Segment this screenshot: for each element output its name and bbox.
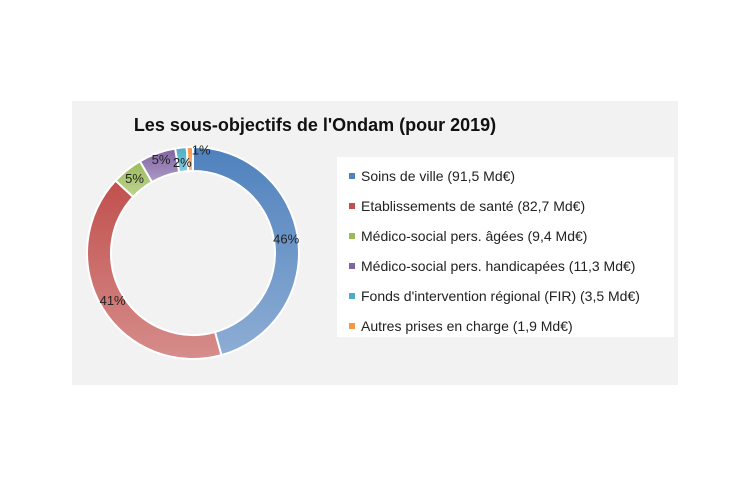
- legend-item: Soins de ville (91,5 Md€): [349, 166, 515, 186]
- slice-data-label-0: 46%: [273, 232, 299, 247]
- slice-data-label-1: 41%: [100, 293, 126, 308]
- legend-label: Autres prises en charge (1,9 Md€): [361, 318, 573, 334]
- donut-slice-0: [192, 145, 300, 357]
- chart-title: Les sous-objectifs de l'Ondam (pour 2019…: [133, 115, 497, 135]
- chart-panel: Les sous-objectifs de l'Ondam (pour 2019…: [72, 101, 678, 385]
- legend-swatch: [349, 323, 355, 329]
- legend-item: Autres prises en charge (1,9 Md€): [349, 316, 573, 336]
- legend-item: Fonds d'intervention régional (FIR) (3,5…: [349, 286, 640, 306]
- slice-data-label-2: 5%: [125, 171, 144, 186]
- legend-swatch: [349, 293, 355, 299]
- slice-data-label-4: 2%: [173, 155, 192, 170]
- donut-chart: 46%41%5%5% 2%1%: [86, 142, 300, 360]
- legend-item: Etablissements de santé (82,7 Md€): [349, 196, 585, 216]
- donut-slice-5: [185, 145, 194, 173]
- legend-item: Médico-social pers. âgées (9,4 Md€): [349, 226, 587, 246]
- slice-data-label-3: 5%: [152, 152, 171, 167]
- legend-item: Médico-social pers. handicapées (11,3 Md…: [349, 256, 635, 276]
- legend-label: Fonds d'intervention régional (FIR) (3,5…: [361, 288, 640, 304]
- chart-legend: Soins de ville (91,5 Md€) Etablissements …: [337, 157, 674, 337]
- legend-label: Médico-social pers. handicapées (11,3 Md…: [361, 258, 636, 274]
- legend-swatch: [349, 173, 355, 179]
- legend-label: Etablissements de santé (82,7 Md€): [361, 198, 586, 214]
- legend-swatch: [349, 233, 355, 239]
- slice-data-label-5: 1%: [192, 142, 211, 157]
- legend-swatch: [349, 263, 355, 269]
- legend-label: Soins de ville (91,5 Md€): [361, 168, 516, 184]
- donut-slice-1: [86, 179, 223, 360]
- legend-swatch: [349, 203, 355, 209]
- legend-label: Médico-social pers. âgées (9,4 Md€): [361, 228, 588, 244]
